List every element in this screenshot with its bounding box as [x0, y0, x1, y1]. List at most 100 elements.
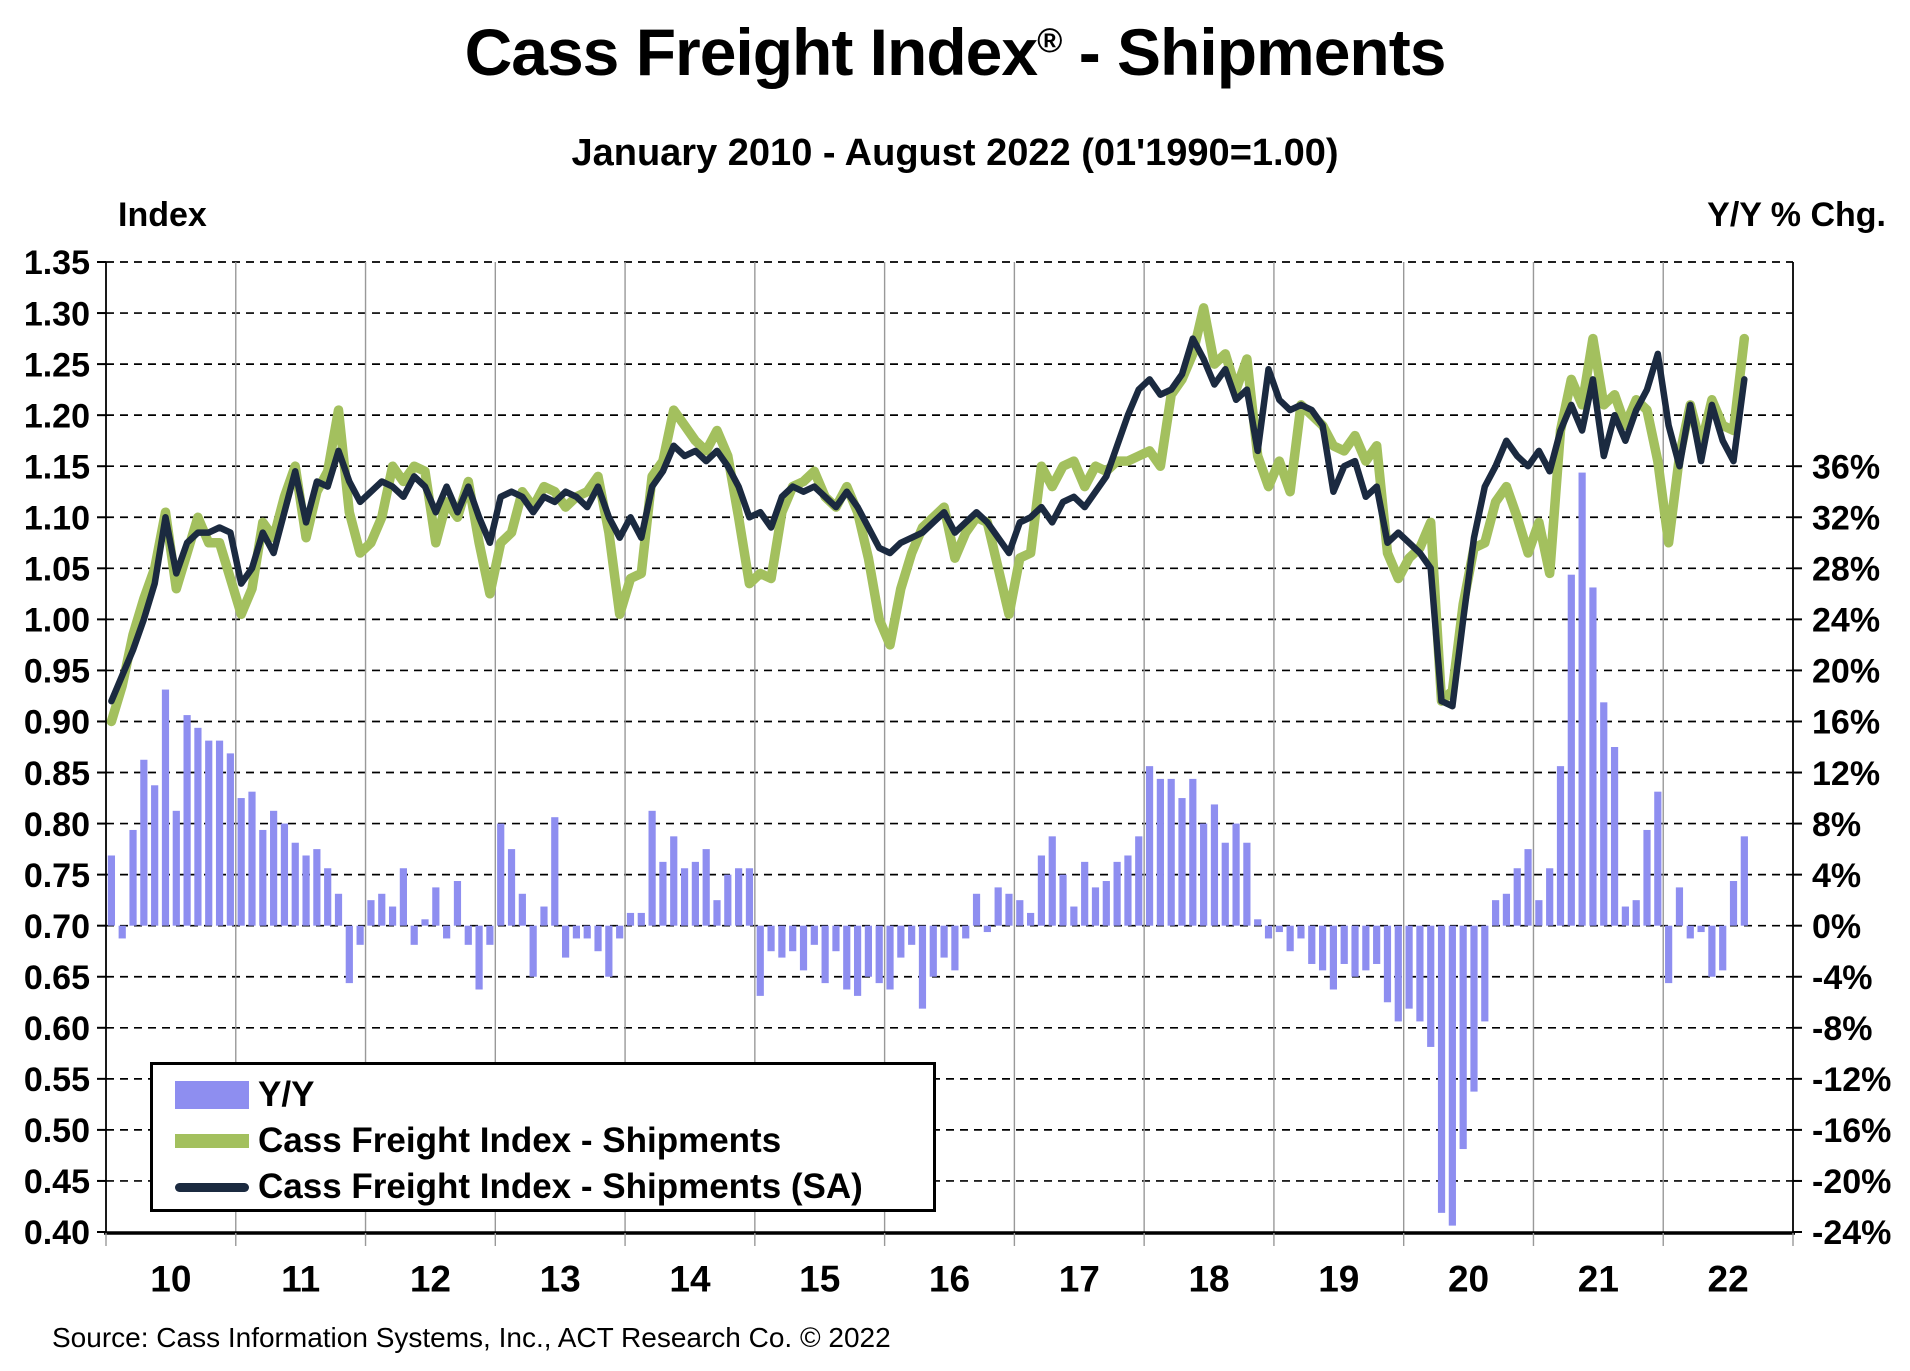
yy-bar: [1264, 925, 1273, 939]
yy-bar: [745, 868, 754, 926]
yy-bar: [605, 925, 613, 977]
legend-item-yy: Y/Y: [175, 1075, 314, 1115]
yy-bar: [151, 785, 159, 926]
yy-bar: [1502, 893, 1511, 926]
yy-bar: [529, 925, 537, 977]
yy-bar: [388, 906, 397, 926]
yy-bar: [497, 823, 505, 926]
yy-bar: [1081, 861, 1089, 926]
yy-bar: [1059, 874, 1067, 926]
yy-bar: [1416, 925, 1424, 1022]
yy-bar: [1610, 747, 1619, 926]
yy-bar: [1340, 925, 1348, 964]
yy-bar: [367, 900, 375, 926]
yy-bar: [1643, 829, 1651, 926]
left-tick-label: 1.05: [24, 551, 90, 589]
yy-bar: [1697, 925, 1705, 933]
yy-bar: [670, 836, 678, 926]
yy-bar: [972, 893, 981, 926]
yy-bar: [313, 849, 321, 926]
yy-bar: [1383, 925, 1392, 1003]
right-axis-title: Y/Y % Chg.: [1707, 196, 1886, 234]
yy-bar: [843, 925, 851, 990]
left-tick-label: 0.45: [24, 1163, 90, 1201]
yy-bar: [1135, 836, 1143, 926]
yy-bar: [345, 925, 353, 984]
yy-bar: [1124, 855, 1132, 926]
yy-bar: [518, 893, 526, 926]
yy-bar: [1200, 823, 1208, 926]
year-label: 22: [1708, 1258, 1749, 1299]
yy-bar: [1329, 925, 1338, 990]
yy-bar: [702, 849, 710, 926]
yy-bar: [572, 925, 581, 939]
yy-bar: [1535, 900, 1543, 926]
left-tick-label: 0.80: [24, 806, 90, 844]
yy-bar: [259, 829, 267, 926]
right-tick-label: 4%: [1812, 857, 1861, 895]
left-tick-label: 0.50: [24, 1112, 90, 1150]
legend-item-shipments-sa: Cass Freight Index - Shipments (SA): [175, 1167, 863, 1207]
yy-bar: [399, 868, 407, 926]
yy-bar: [507, 849, 516, 926]
yy-bar: [832, 925, 840, 952]
yy-bar: [1037, 855, 1046, 926]
yy-bar: [334, 893, 343, 926]
right-tick-label: -12%: [1812, 1061, 1891, 1099]
yy-bar: [983, 925, 991, 933]
yy-bar: [1167, 778, 1175, 926]
yy-bar: [789, 925, 797, 952]
yy-bar: [1351, 925, 1359, 977]
yy-bar: [1719, 925, 1727, 971]
year-label: 19: [1318, 1258, 1359, 1299]
yy-bar: [1016, 900, 1024, 926]
yy-bar: [129, 829, 137, 926]
year-label: 18: [1188, 1258, 1229, 1299]
right-tick-label: 28%: [1812, 551, 1880, 589]
yy-bar: [270, 810, 278, 926]
left-tick-label: 0.70: [24, 908, 90, 946]
yy-bar: [1492, 900, 1500, 926]
yy-bar: [302, 855, 310, 926]
chart-title: Cass Freight Index® - Shipments: [0, 14, 1910, 90]
year-label: 15: [799, 1258, 840, 1299]
yy-bar: [767, 925, 775, 952]
left-tick-label: 1.20: [24, 397, 90, 435]
year-label: 21: [1578, 1258, 1619, 1299]
left-tick-label: 0.95: [24, 653, 90, 691]
left-tick-label: 1.00: [24, 602, 90, 640]
yy-bar: [875, 925, 883, 984]
yy-bar: [486, 925, 494, 945]
yy-bar: [1524, 849, 1532, 926]
yy-bar: [1600, 702, 1608, 926]
yy-bar: [1275, 925, 1283, 933]
yy-bar: [1362, 925, 1370, 971]
left-tick-label: 1.10: [24, 500, 90, 538]
right-tick-label: 20%: [1812, 653, 1880, 691]
left-tick-label: 1.35: [24, 244, 90, 282]
yy-bar: [226, 753, 234, 926]
yy-bar: [1675, 887, 1684, 926]
yy-bar: [1048, 836, 1056, 926]
year-label: 10: [150, 1258, 191, 1299]
yy-bar: [929, 925, 937, 977]
yy-bar: [356, 925, 364, 945]
left-tick-label: 0.65: [24, 959, 90, 997]
year-label: 14: [669, 1258, 711, 1299]
yy-bar: [1654, 791, 1662, 926]
right-tick-label: 32%: [1812, 500, 1880, 538]
yy-bar: [864, 925, 872, 977]
yy-bar: [897, 925, 905, 958]
yy-bar: [918, 925, 927, 1009]
yy-bar: [1567, 574, 1575, 926]
yy-bar: [1308, 925, 1316, 964]
left-tick-label: 0.60: [24, 1010, 90, 1048]
right-axis-labels: 36% 32% 28% 24% 20% 16% 12% 8% 4% 0% -4% -8% -12% -16…: [1812, 448, 1891, 1252]
yy-bar: [799, 925, 808, 971]
yy-bar: [1005, 893, 1013, 926]
yy-bar: [183, 715, 191, 926]
yy-bar: [1232, 823, 1240, 926]
axes-spines: [97, 261, 1802, 1246]
yy-bar: [778, 925, 786, 958]
